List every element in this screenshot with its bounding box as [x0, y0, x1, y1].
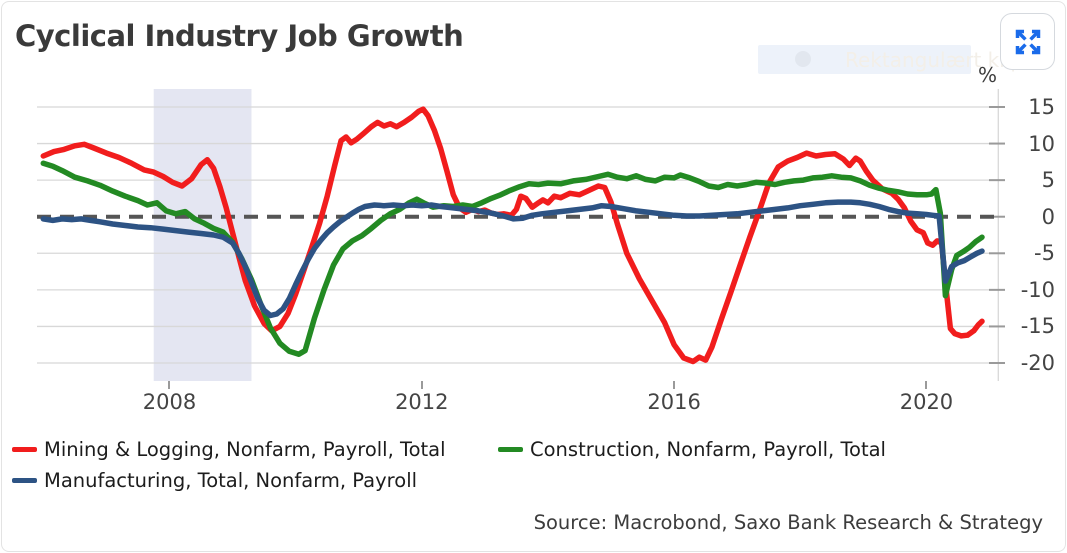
- chart-plot-area: [37, 89, 1007, 381]
- clip-tool-label: Rektangulært klip: [845, 48, 1024, 72]
- legend-swatch-icon: [498, 447, 523, 452]
- legend-item: Mining & Logging, Nonfarm, Payroll, Tota…: [12, 438, 498, 461]
- chart-legend: Mining & Logging, Nonfarm, Payroll, Tota…: [12, 438, 886, 500]
- expand-button[interactable]: [1000, 13, 1055, 70]
- legend-row: Mining & Logging, Nonfarm, Payroll, Tota…: [12, 438, 886, 469]
- y-tick-label: -5: [1034, 241, 1055, 266]
- legend-swatch-icon: [12, 447, 37, 452]
- clip-tool-overlay: Rektangulært klip: [758, 45, 1023, 74]
- page-title: Cyclical Industry Job Growth: [15, 19, 464, 53]
- legend-label: Mining & Logging, Nonfarm, Payroll, Tota…: [44, 438, 446, 461]
- y-tick-label: -10: [1020, 277, 1055, 302]
- legend-label: Manufacturing, Total, Nonfarm, Payroll: [44, 469, 418, 492]
- x-tick-label: 2012: [395, 390, 449, 414]
- y-tick-label: 0: [1041, 204, 1055, 229]
- y-tick-label: -20: [1020, 351, 1055, 375]
- expand-icon: [1014, 28, 1042, 56]
- legend-label: Construction, Nonfarm, Payroll, Total: [530, 438, 886, 461]
- y-axis-unit-label: %: [977, 63, 997, 87]
- y-tick-label: 10: [1028, 131, 1055, 156]
- y-tick-label: 15: [1028, 94, 1055, 119]
- legend-item: Construction, Nonfarm, Payroll, Total: [498, 438, 886, 461]
- x-tick-label: 2016: [647, 390, 701, 414]
- clip-bullet-icon: [795, 51, 811, 67]
- x-tick-mark: [168, 381, 171, 389]
- y-tick-label: -15: [1020, 314, 1055, 339]
- series-line-1: [40, 160, 985, 357]
- y-tick-label: 5: [1041, 168, 1055, 193]
- chart-svg: [37, 89, 1005, 381]
- legend-row: Manufacturing, Total, Nonfarm, Payroll: [12, 469, 886, 500]
- x-tick-mark: [673, 381, 676, 389]
- source-note: Source: Macrobond, Saxo Bank Research & …: [533, 511, 1043, 534]
- legend-swatch-icon: [12, 478, 37, 483]
- x-tick-label: 2020: [899, 390, 954, 414]
- x-tick-label: 2008: [142, 390, 197, 414]
- x-tick-mark: [925, 381, 928, 389]
- series-line-2: [40, 199, 985, 319]
- legend-item: Manufacturing, Total, Nonfarm, Payroll: [12, 469, 417, 492]
- x-tick-mark: [420, 381, 423, 389]
